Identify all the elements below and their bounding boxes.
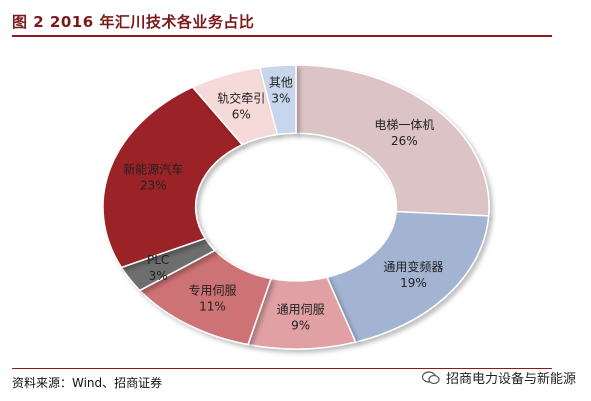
slice-value-2: 9% bbox=[291, 318, 310, 332]
slice-value-0: 26% bbox=[391, 134, 418, 148]
watermark-text: 招商电力设备与新能源 bbox=[446, 372, 577, 387]
slice-value-5: 23% bbox=[140, 178, 167, 192]
slice-value-7: 3% bbox=[271, 92, 290, 106]
slice-label-6: 轨交牵引 bbox=[217, 90, 265, 105]
wechat-icon bbox=[422, 370, 440, 384]
slice-value-3: 11% bbox=[199, 299, 226, 313]
source-rule bbox=[12, 368, 552, 369]
slice-5 bbox=[102, 86, 244, 269]
slice-value-1: 19% bbox=[400, 276, 427, 290]
slice-label-7: 其他 bbox=[269, 76, 293, 90]
slice-label-1: 通用变频器 bbox=[383, 259, 443, 274]
slice-label-4: PLC bbox=[147, 253, 169, 267]
slice-7 bbox=[258, 64, 297, 136]
slice-value-4: 3% bbox=[149, 269, 168, 283]
slice-label-2: 通用伺服 bbox=[277, 302, 325, 316]
slice-label-5: 新能源汽车 bbox=[123, 161, 183, 176]
slice-label-3: 专用伺服 bbox=[188, 282, 236, 297]
slice-1 bbox=[325, 210, 490, 343]
watermark: 招商电力设备与新能源 bbox=[422, 368, 576, 387]
source-note: 资料来源：Wind、招商证券 bbox=[12, 376, 163, 390]
slice-value-6: 6% bbox=[232, 107, 251, 121]
slice-0 bbox=[295, 64, 490, 217]
title-rule bbox=[12, 35, 552, 37]
slice-label-0: 电梯一体机 bbox=[374, 118, 434, 132]
chart-title: 图 2 2016 年汇川技术各业务占比 bbox=[12, 13, 255, 31]
